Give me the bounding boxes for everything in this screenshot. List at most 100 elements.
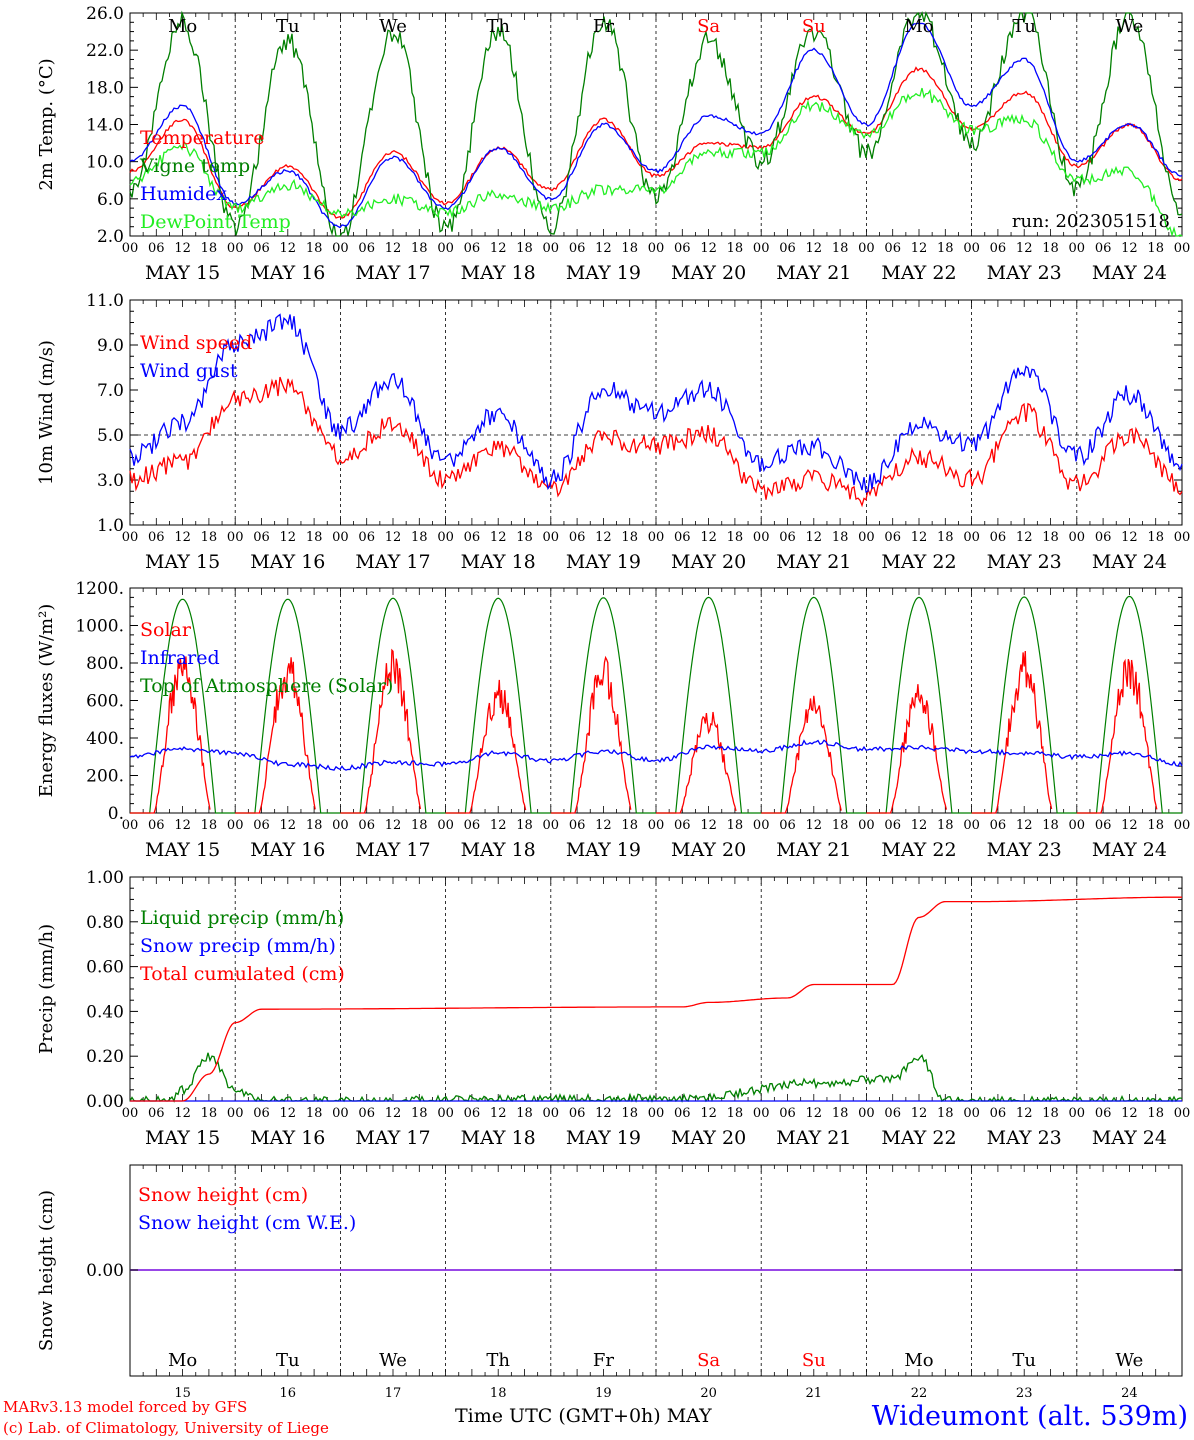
hour-tick-label: 18 <box>1042 818 1059 833</box>
weekday-label: Tu <box>276 16 300 37</box>
hour-tick-label: 00 <box>122 1106 139 1121</box>
legend-entry: Liquid precip (mm/h) <box>140 907 344 929</box>
legend-entry: Snow precip (mm/h) <box>140 935 336 957</box>
date-label: MAY 22 <box>881 262 956 284</box>
model-credit: MARv3.13 model forced by GFS <box>3 1398 248 1416</box>
hour-tick-label: 06 <box>1095 818 1112 833</box>
plot-frame <box>129 587 1183 814</box>
hour-tick-label: 00 <box>543 1106 560 1121</box>
hour-tick-label: 00 <box>648 818 665 833</box>
hour-tick-label: 00 <box>227 1106 244 1121</box>
toa-solar-curve <box>761 596 867 814</box>
hour-tick-label: 12 <box>385 241 402 256</box>
hour-tick-label: 18 <box>621 1106 638 1121</box>
hour-tick-label: 06 <box>358 530 375 545</box>
lab-credit: (c) Lab. of Climatology, University of L… <box>3 1419 329 1437</box>
day-number-label: 23 <box>1016 1386 1033 1401</box>
hour-tick-label: 00 <box>332 530 349 545</box>
series-line-infrared <box>129 739 1183 771</box>
hour-tick-label: 00 <box>648 241 665 256</box>
hour-tick-label: 00 <box>858 241 875 256</box>
hour-tick-label: 18 <box>832 818 849 833</box>
hour-tick-label: 06 <box>884 530 901 545</box>
hour-tick-label: 00 <box>437 818 454 833</box>
hour-tick-label: 00 <box>963 1106 980 1121</box>
hour-tick-label: 18 <box>727 530 744 545</box>
date-label: MAY 15 <box>145 551 220 573</box>
hour-tick-label: 18 <box>937 241 954 256</box>
date-label: MAY 18 <box>461 262 536 284</box>
solar-curve <box>130 656 211 814</box>
toa-solar-curve <box>235 598 341 814</box>
y-tick-label: 1200. <box>75 579 124 599</box>
y-tick-label: 600. <box>86 692 124 712</box>
hour-tick-label: 06 <box>884 818 901 833</box>
hour-tick-label: 12 <box>1121 241 1138 256</box>
hour-tick-label: 18 <box>832 1106 849 1121</box>
hour-tick-label: 00 <box>1174 818 1191 833</box>
date-label: MAY 23 <box>987 262 1062 284</box>
date-label: MAY 21 <box>776 551 851 573</box>
weekday-label: Su <box>802 16 826 37</box>
x-axis-title: Time UTC (GMT+0h) MAY <box>455 1405 712 1427</box>
hour-tick-label: 12 <box>1121 818 1138 833</box>
hour-tick-label: 18 <box>411 530 428 545</box>
hour-tick-label: 18 <box>1042 1106 1059 1121</box>
hour-tick-label: 12 <box>595 241 612 256</box>
hour-tick-label: 00 <box>963 818 980 833</box>
solar-curve <box>550 655 632 814</box>
y-tick-label: 10.0 <box>86 153 124 173</box>
toa-solar-curve <box>445 597 551 814</box>
hour-tick-label: 00 <box>437 241 454 256</box>
y-tick-label: 18.0 <box>86 78 124 98</box>
y-tick-label: 200. <box>86 767 124 787</box>
hour-tick-label: 06 <box>779 530 796 545</box>
hour-tick-label: 12 <box>174 530 191 545</box>
y-tick-label: 1.00 <box>86 868 124 888</box>
date-label: MAY 15 <box>145 262 220 284</box>
hour-tick-label: 06 <box>779 818 796 833</box>
hour-tick-label: 18 <box>306 530 323 545</box>
hour-tick-label: 06 <box>148 241 165 256</box>
hour-tick-label: 00 <box>543 241 560 256</box>
day-number-label: 18 <box>490 1386 507 1401</box>
hour-tick-label: 12 <box>806 1106 823 1121</box>
hour-tick-label: 12 <box>700 1106 717 1121</box>
date-label: MAY 24 <box>1092 551 1167 573</box>
hour-tick-label: 18 <box>306 1106 323 1121</box>
hour-tick-label: 06 <box>253 530 270 545</box>
date-label: MAY 21 <box>776 839 851 861</box>
hour-tick-label: 12 <box>911 818 928 833</box>
hour-tick-label: 06 <box>148 818 165 833</box>
solar-curve <box>445 679 527 814</box>
day-number-label: 15 <box>174 1386 191 1401</box>
hour-tick-label: 18 <box>621 818 638 833</box>
hour-tick-label: 00 <box>1174 530 1191 545</box>
hour-tick-label: 12 <box>490 818 507 833</box>
toa-solar-curve <box>656 596 762 814</box>
hour-tick-label: 00 <box>332 1106 349 1121</box>
hour-tick-label: 06 <box>569 1106 586 1121</box>
hour-tick-label: 12 <box>174 241 191 256</box>
hour-tick-label: 00 <box>1069 818 1086 833</box>
hour-tick-label: 12 <box>911 1106 928 1121</box>
hour-tick-label: 12 <box>280 1106 297 1121</box>
y-tick-label: 26.0 <box>86 4 124 24</box>
date-label: MAY 18 <box>461 551 536 573</box>
weekday-label: Mo <box>904 1350 933 1371</box>
hour-tick-label: 06 <box>990 530 1007 545</box>
hour-tick-label: 06 <box>464 818 481 833</box>
hour-tick-label: 00 <box>227 241 244 256</box>
y-tick-label: 0.00 <box>86 1092 124 1112</box>
hour-tick-label: 12 <box>280 241 297 256</box>
y-axis-label: Energy fluxes (W/m²) <box>36 604 57 798</box>
date-label: MAY 21 <box>776 262 851 284</box>
hour-tick-label: 00 <box>1174 1106 1191 1121</box>
hour-tick-label: 00 <box>332 818 349 833</box>
toa-solar-curve <box>1076 595 1182 814</box>
y-tick-label: 22.0 <box>86 41 124 61</box>
hour-tick-label: 12 <box>385 1106 402 1121</box>
hour-tick-label: 06 <box>148 530 165 545</box>
date-label: MAY 20 <box>671 839 746 861</box>
hour-tick-label: 00 <box>437 1106 454 1121</box>
